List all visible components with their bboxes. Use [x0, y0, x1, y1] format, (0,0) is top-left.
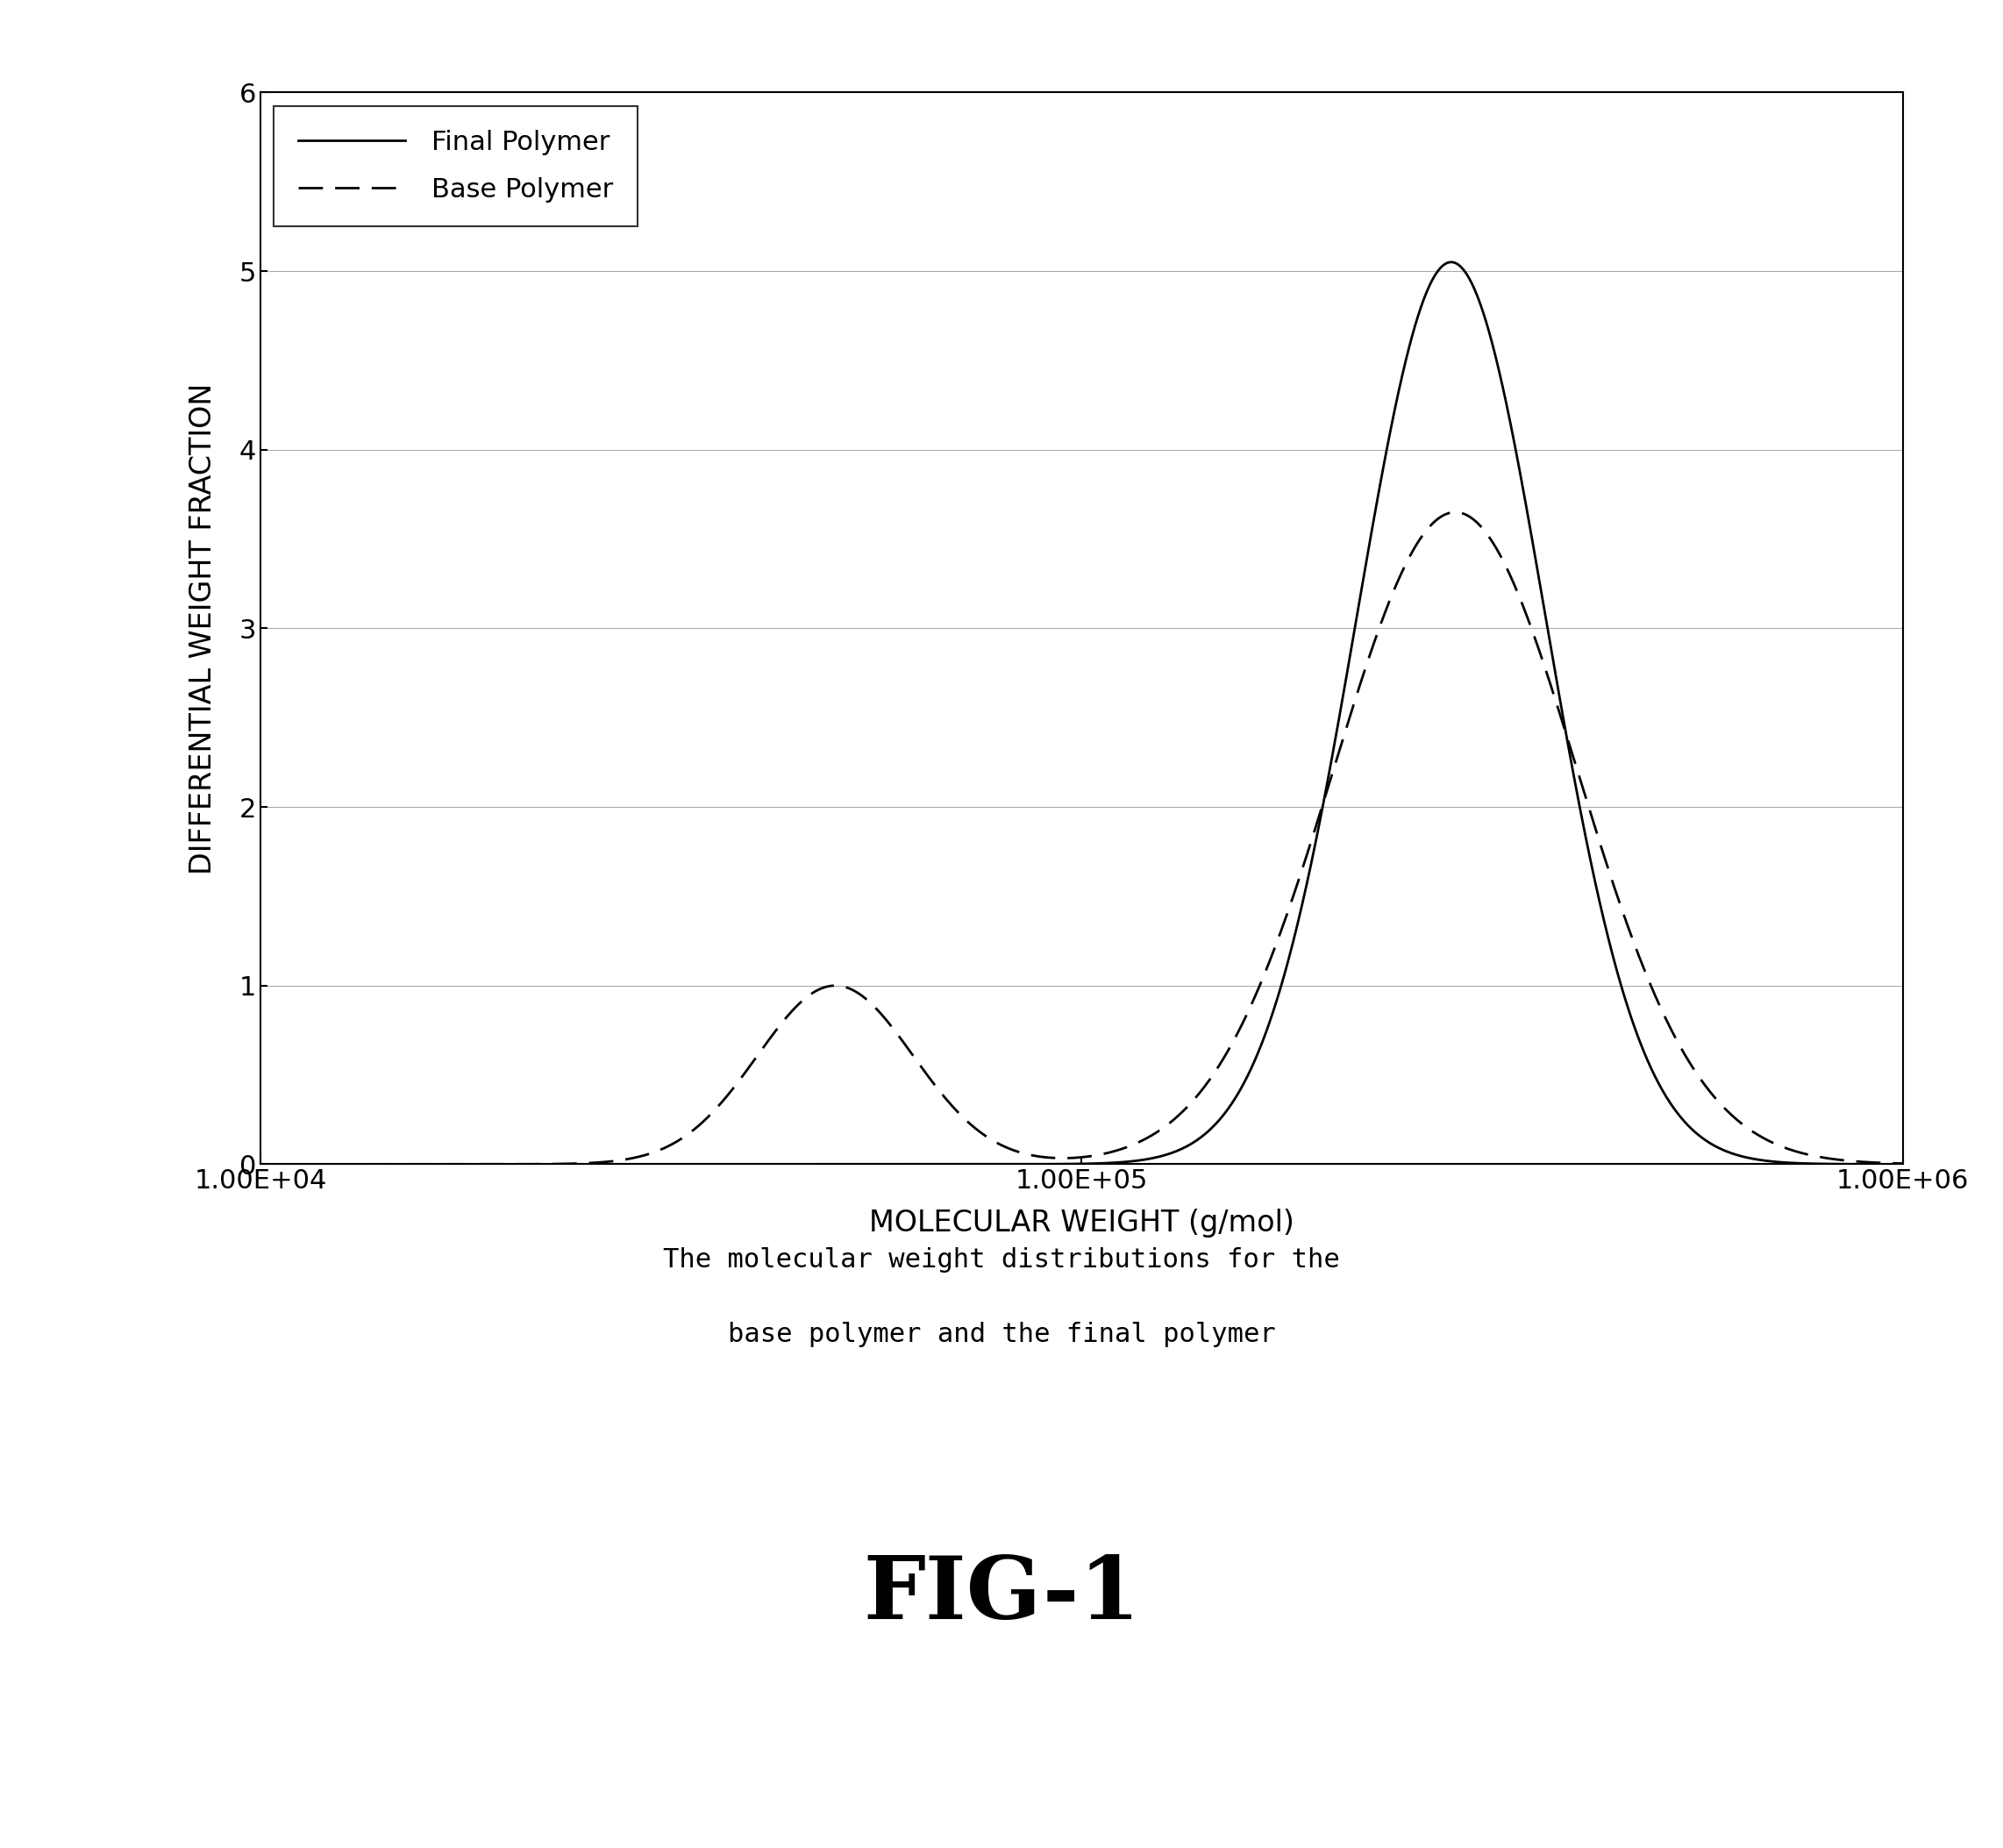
Final Polymer: [1438, 251, 1462, 274]
Base Polymer: [166, 1153, 190, 1175]
Legend: Final Polymer, Base Polymer: Final Polymer, Base Polymer: [274, 105, 637, 225]
Base Polymer: [1444, 501, 1468, 523]
Final Polymer: [166, 1153, 190, 1175]
Base Polymer: [383, 1153, 407, 1175]
Final Polymer: [1815, 1153, 1839, 1175]
Final Polymer: [891, 1153, 915, 1175]
Text: The molecular weight distributions for the: The molecular weight distributions for t…: [663, 1247, 1340, 1273]
Final Polymer: [971, 1153, 995, 1175]
Text: base polymer and the final polymer: base polymer and the final polymer: [727, 1321, 1276, 1347]
Base Polymer: [971, 1124, 995, 1146]
Base Polymer: [495, 1153, 519, 1175]
Base Polymer: [891, 1029, 915, 1052]
Text: FIG-1: FIG-1: [863, 1552, 1140, 1637]
Final Polymer: [383, 1153, 407, 1175]
Line: Final Polymer: Final Polymer: [178, 262, 2003, 1164]
Final Polymer: [495, 1153, 519, 1175]
X-axis label: MOLECULAR WEIGHT (g/mol): MOLECULAR WEIGHT (g/mol): [869, 1209, 1294, 1238]
Base Polymer: [1815, 1148, 1839, 1170]
Y-axis label: DIFFERENTIAL WEIGHT FRACTION: DIFFERENTIAL WEIGHT FRACTION: [188, 383, 216, 874]
Line: Base Polymer: Base Polymer: [178, 512, 2003, 1164]
